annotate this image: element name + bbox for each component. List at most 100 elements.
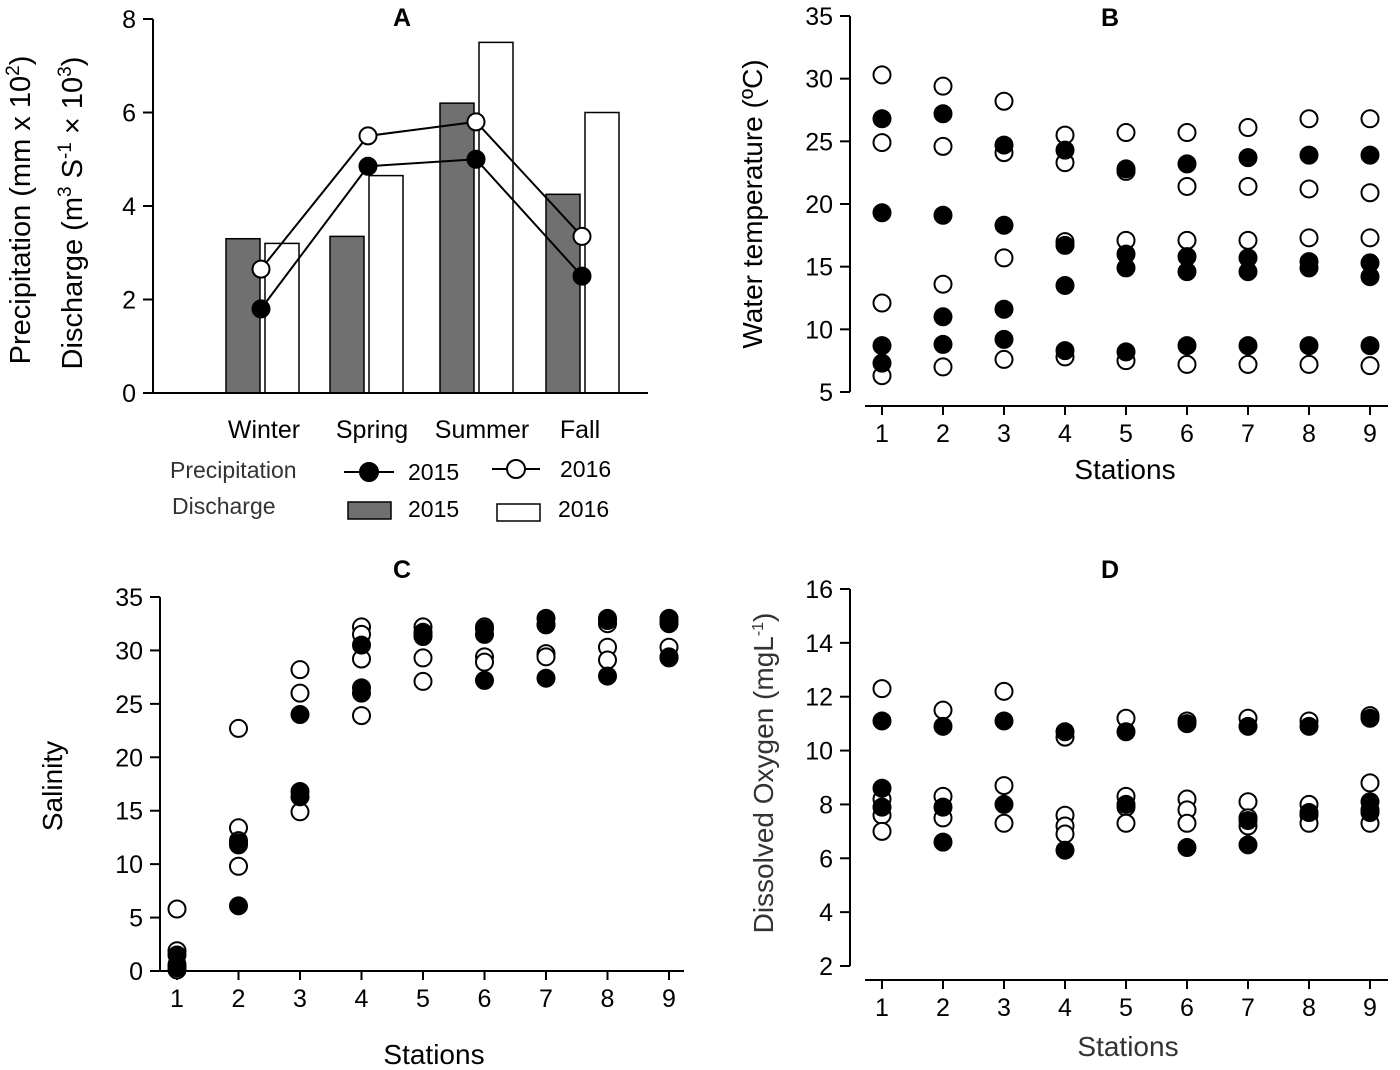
y-tick-label: 5 [129, 905, 143, 933]
point-precip-2015 [251, 299, 271, 319]
point-2015 [1360, 145, 1380, 165]
x-tick-label: 7 [1241, 420, 1255, 448]
legend-precipitation-label: Precipitation [170, 457, 297, 483]
point-2016 [1360, 183, 1380, 203]
point-2016 [1238, 354, 1258, 374]
point-2016 [413, 648, 433, 668]
panel-d-letter: D [1101, 556, 1119, 584]
point-2016 [598, 650, 617, 670]
point-2016 [1177, 354, 1197, 374]
point-2016 [1177, 123, 1197, 143]
point-2016 [229, 856, 248, 876]
bar-discharge-2016 [264, 242, 300, 394]
panel-b-xlabel: Stations [1074, 454, 1175, 485]
point-2016 [1116, 123, 1136, 143]
point-2016 [933, 136, 953, 156]
panel-c-y-ticks: 0 5 10 15 20 25 30 35 [115, 584, 160, 986]
y-tick-label: 15 [115, 798, 143, 826]
point-2015 [994, 215, 1014, 235]
point-2015 [352, 683, 371, 703]
y-tick-label: 20 [805, 191, 833, 219]
y-tick-label: 14 [805, 630, 833, 658]
point-2016 [1299, 179, 1319, 199]
point-2015 [1055, 840, 1075, 860]
panel-b-x-ticks: 1 2 3 4 5 6 7 8 9 [875, 406, 1377, 448]
legend-discharge-2016-text: 2016 [558, 496, 609, 522]
point-2015 [872, 797, 892, 817]
bar-discharge-2015 [439, 102, 475, 394]
point-2015 [1238, 148, 1258, 168]
point-2015 [994, 135, 1014, 155]
point-2016 [872, 65, 892, 85]
point-2015 [536, 608, 556, 628]
x-tick-label: 2 [936, 420, 950, 448]
point-2015 [872, 109, 892, 129]
point-2015 [1238, 716, 1258, 736]
point-2015 [933, 334, 953, 354]
y-tick-label: 0 [129, 958, 143, 986]
point-2016 [1360, 228, 1380, 248]
x-tick-label: 8 [1302, 994, 1316, 1022]
x-tick-label: 8 [601, 985, 615, 1013]
point-2015 [1360, 803, 1380, 823]
x-tick-label: 3 [997, 994, 1011, 1022]
point-2015 [598, 666, 617, 686]
x-tick-label: 9 [662, 985, 676, 1013]
panel-c-ylabel: Salinity [37, 741, 68, 831]
x-tick-label: 5 [1119, 994, 1133, 1022]
x-tick-label: 6 [1180, 994, 1194, 1022]
point-precip-2016 [572, 226, 592, 246]
legend-precip-2015-marker [359, 462, 379, 482]
point-2016 [536, 647, 556, 667]
point-2016 [933, 274, 953, 294]
point-2015 [352, 635, 371, 655]
point-2016 [229, 718, 248, 738]
point-2015 [1116, 794, 1136, 814]
x-tick-label: 7 [1241, 994, 1255, 1022]
panel-b-y-ticks: 5 10 15 20 25 30 35 [805, 3, 850, 407]
legend-precip-2016-marker [506, 459, 526, 479]
x-tick-label: 6 [478, 985, 492, 1013]
y-tick-label: 0 [122, 380, 136, 408]
point-2015 [290, 705, 310, 725]
point-2016 [1238, 792, 1258, 812]
x-tick-label: 1 [875, 994, 889, 1022]
point-2015 [229, 896, 248, 916]
bar-discharge-2015 [329, 235, 365, 394]
point-precip-2015 [572, 266, 592, 286]
panel-c-x-ticks: 1 2 3 4 5 6 7 8 9 [170, 971, 676, 1013]
y-tick-label: 12 [805, 684, 833, 712]
legend-discharge-label: Discharge [172, 493, 276, 519]
x-tick-label: Summer [435, 416, 529, 444]
legend-discharge-2015-swatch [347, 501, 392, 520]
point-2015 [1116, 342, 1136, 362]
x-tick-label: 1 [875, 420, 889, 448]
point-precip-2015 [466, 149, 486, 169]
panel-a-ylabel-precipitation: Precipitation (mm x 102) [3, 56, 37, 365]
bar-discharge-2016 [584, 111, 620, 394]
point-2016 [1116, 813, 1136, 833]
point-2016 [994, 248, 1014, 268]
point-2016 [933, 76, 953, 96]
y-tick-label: 25 [115, 691, 143, 719]
x-tick-label: Spring [336, 416, 408, 444]
point-2016 [994, 349, 1014, 369]
point-2015 [933, 205, 953, 225]
y-tick-label: 30 [115, 637, 143, 665]
y-tick-label: 4 [819, 899, 833, 927]
panel-d-y-ticks: 2 4 6 8 10 12 14 16 [805, 576, 850, 981]
point-2016 [994, 813, 1014, 833]
point-2015 [872, 778, 892, 798]
legend-discharge-2015-text: 2015 [408, 496, 459, 522]
point-2015 [1055, 140, 1075, 160]
point-2016 [1177, 813, 1197, 833]
y-tick-label: 16 [805, 576, 833, 604]
point-2016 [413, 671, 433, 691]
point-2015 [1177, 714, 1197, 734]
x-tick-label: 3 [293, 985, 307, 1013]
y-tick-label: 30 [805, 66, 833, 94]
x-tick-label: 5 [416, 985, 430, 1013]
point-2015 [1299, 803, 1319, 823]
